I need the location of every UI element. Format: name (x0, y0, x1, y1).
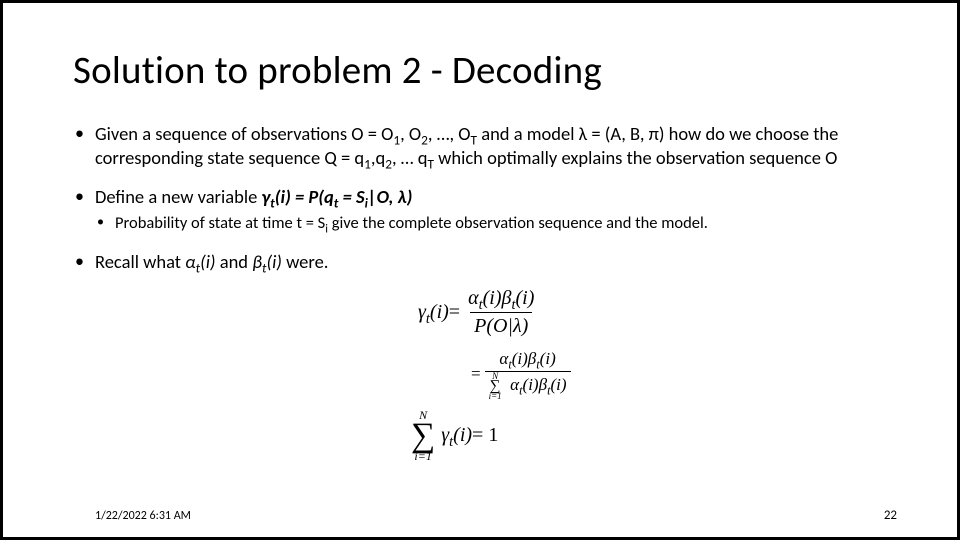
slide-title: Solution to problem 2 - Decoding (73, 47, 887, 94)
sigma-icon: ∑ (411, 421, 435, 452)
eq1-bc: ) (528, 287, 535, 309)
equations-block: γt(i) = αt(i)βt(i) P(O|λ) = αt(i)βt(i) N… (73, 290, 887, 480)
eq2-frac: αt(i)βt(i) N ∑ i=1 αt(i)βt(i) (485, 348, 571, 401)
slide-frame: Solution to problem 2 - Decoding Given a… (0, 0, 960, 540)
b3-end: were. (282, 250, 329, 273)
bullet-list: Given a sequence of observations O = O 1,… (73, 122, 887, 274)
b2s-pre: Probability of state at time t = S (115, 213, 325, 233)
b2-text: Define a new variable γt(i) = P(qt = Si|… (95, 185, 412, 208)
eq3-o: ( (453, 424, 460, 446)
b3-a: α (185, 250, 195, 273)
eq2-num: αt(i)βt(i) (495, 348, 559, 371)
b1-pre: Given a sequence of observations O = O (95, 122, 393, 145)
b2-gamma: γ (261, 185, 270, 208)
eq3-g: γ (441, 424, 449, 446)
slide-body: Given a sequence of observations O = O 1,… (73, 122, 887, 480)
b2-pre: Define a new variable (95, 185, 261, 208)
b2-cond: |O (368, 185, 389, 208)
b3-alpha: αt(i) (185, 250, 215, 273)
b3-pre: Recall what (95, 250, 185, 273)
eq2-b: β (528, 349, 536, 368)
b2s-end: give the complete observation sequence a… (328, 213, 708, 233)
eq2-da: α (510, 375, 519, 394)
eq2-sum: N ∑ i=1 (489, 373, 502, 401)
eq2-den: N ∑ i=1 αt(i)βt(i) (485, 371, 571, 401)
eq1-den: P(O|λ) (470, 312, 532, 340)
eq1-frac: αt(i)βt(i) P(O|λ) (464, 286, 538, 340)
b1-text: Given a sequence of observations O = O 1,… (95, 122, 838, 169)
eq1-b: β (501, 287, 511, 309)
eq3-bigsum: N ∑ i=1 (411, 410, 435, 462)
b2-var: γt(i) = P(qt = Si|O, λ) (261, 185, 412, 208)
eq2-a: α (499, 349, 508, 368)
bullet-2-sub: Probability of state at time t = Si give… (95, 213, 887, 234)
eq1-a: α (468, 287, 479, 309)
b3-b: β (252, 250, 262, 273)
eq1-lhs: γt(i) (418, 300, 449, 326)
eq2-sb: i=1 (489, 393, 502, 401)
bullet-2: Define a new variable γt(i) = P(qt = Si|… (73, 185, 887, 234)
b1-m4: ,q (371, 146, 385, 169)
footer-date: 1/22/2022 6:31 AM (95, 509, 191, 523)
equation-3: N ∑ i=1 γt(i) = 1 (411, 410, 498, 462)
b2-eq2: = S (338, 185, 364, 208)
bullet-1: Given a sequence of observations O = O 1,… (73, 122, 887, 169)
b3-beta: βt(i) (252, 250, 282, 273)
b3-bi: (i) (266, 250, 281, 273)
bullet-3: Recall what αt(i) and βt(i) were. (73, 250, 887, 274)
b1-m5: , … q (392, 146, 427, 169)
eq3-bot: i=1 (414, 451, 431, 462)
eq3-c: ) (465, 424, 472, 446)
b1-q2: 2 (385, 155, 392, 172)
b1-q1: 1 (364, 155, 371, 172)
eq3-one: = 1 (472, 423, 498, 449)
footer-page-number: 22 (884, 508, 897, 523)
sub-bullet-list: Probability of state at time t = Si give… (95, 213, 887, 234)
b2-eq: = P(q (291, 185, 334, 208)
eq2-db: β (539, 375, 547, 394)
equation-2: = αt(i)βt(i) N ∑ i=1 αt(i)βt(i) (471, 348, 575, 401)
eq3-gamma: γt(i) (441, 423, 472, 449)
eq1-num: αt(i)βt(i) (464, 286, 538, 313)
eq1-g: γ (418, 301, 426, 323)
eq2-den-terms: αt(i)βt(i) (506, 375, 567, 394)
eq2-dbc: ) (561, 375, 567, 394)
eq1-c: ) (442, 301, 449, 323)
b1-end: which optimally explains the observation… (434, 146, 837, 169)
b1-m1: , O (400, 122, 421, 145)
b3-ai: (i) (200, 250, 215, 273)
b1-m2: , …, O (428, 122, 471, 145)
b2-lam: , λ) (389, 185, 413, 208)
equation-1: γt(i) = αt(i)βt(i) P(O|λ) (418, 286, 542, 340)
eq2-bc: ) (550, 349, 556, 368)
eq1-o: ( (430, 301, 437, 323)
eq1-eq: = (449, 300, 460, 326)
b3-and: and (216, 250, 253, 273)
eq2-eq: = (471, 363, 481, 385)
